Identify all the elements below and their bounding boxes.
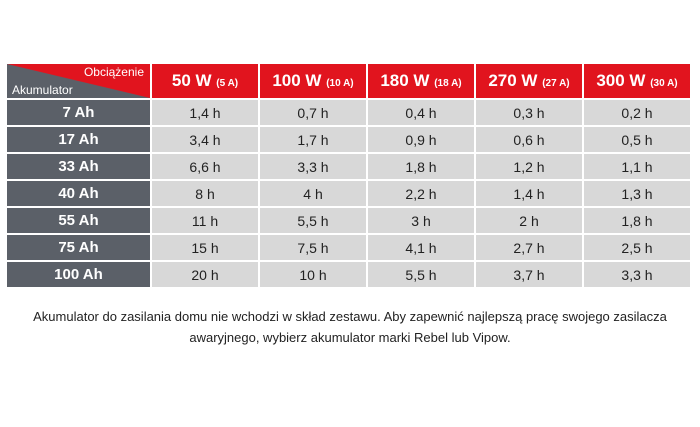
cell: 0,3 h bbox=[474, 98, 584, 127]
row: 75 Ah 15 h 7,5 h 4,1 h 2,7 h 2,5 h bbox=[5, 233, 692, 262]
cell: 1,4 h bbox=[474, 179, 584, 208]
row: 100 Ah 20 h 10 h 5,5 h 3,7 h 3,3 h bbox=[5, 260, 692, 289]
cell: 1,4 h bbox=[150, 98, 260, 127]
row: 17 Ah 3,4 h 1,7 h 0,9 h 0,6 h 0,5 h bbox=[5, 125, 692, 154]
cell: 5,5 h bbox=[258, 206, 368, 235]
row: 7 Ah 1,4 h 0,7 h 0,4 h 0,3 h 0,2 h bbox=[5, 98, 692, 127]
cell: 15 h bbox=[150, 233, 260, 262]
column-current: (30 A) bbox=[650, 78, 678, 89]
column-power: 180 W bbox=[380, 71, 430, 90]
cell: 0,7 h bbox=[258, 98, 368, 127]
column-header: 100 W (10 A) bbox=[258, 62, 368, 100]
cell: 2,7 h bbox=[474, 233, 584, 262]
cell: 20 h bbox=[150, 260, 260, 289]
runtime-table: Obciążenie Akumulator 50 W (5 A) 100 W (1… bbox=[5, 62, 692, 289]
column-current: (5 A) bbox=[216, 78, 239, 89]
cell: 8 h bbox=[150, 179, 260, 208]
cell: 1,3 h bbox=[582, 179, 692, 208]
column-header: 180 W (18 A) bbox=[366, 62, 476, 100]
cell: 3 h bbox=[366, 206, 476, 235]
note-line: Akumulator do zasilania domu nie wchodzi… bbox=[33, 309, 667, 324]
cell: 1,7 h bbox=[258, 125, 368, 154]
column-current: (27 A) bbox=[542, 78, 570, 89]
cell: 1,2 h bbox=[474, 152, 584, 181]
cell: 5,5 h bbox=[366, 260, 476, 289]
corner-top: Obciążenie bbox=[83, 65, 144, 79]
column-current: (18 A) bbox=[434, 78, 462, 89]
cell: 11 h bbox=[150, 206, 260, 235]
cell: 2,5 h bbox=[582, 233, 692, 262]
note: Akumulator do zasilania domu nie wchodzi… bbox=[0, 306, 700, 348]
corner-bottom: Akumulator bbox=[12, 83, 73, 97]
note-line: awaryjnego, wybierz akumulator marki Reb… bbox=[189, 330, 511, 345]
cell: 4,1 h bbox=[366, 233, 476, 262]
cell: 6,6 h bbox=[150, 152, 260, 181]
cell: 3,3 h bbox=[258, 152, 368, 181]
cell: 0,4 h bbox=[366, 98, 476, 127]
row-label: 33 Ah bbox=[5, 152, 152, 181]
cell: 1,8 h bbox=[582, 206, 692, 235]
column-power: 50 W bbox=[171, 71, 212, 90]
row: 33 Ah 6,6 h 3,3 h 1,8 h 1,2 h 1,1 h bbox=[5, 152, 692, 181]
cell: 0,6 h bbox=[474, 125, 584, 154]
row-label: 100 Ah bbox=[5, 260, 152, 289]
table-wrap: Obciążenie Akumulator 50 W (5 A) 100 W (1… bbox=[5, 62, 692, 289]
header-row: Obciążenie Akumulator 50 W (5 A) 100 W (1… bbox=[5, 62, 692, 100]
cell: 3,4 h bbox=[150, 125, 260, 154]
cell: 7,5 h bbox=[258, 233, 368, 262]
column-header: 50 W (5 A) bbox=[150, 62, 260, 100]
cell: 3,3 h bbox=[582, 260, 692, 289]
column-power: 100 W bbox=[272, 71, 322, 90]
cell: 4 h bbox=[258, 179, 368, 208]
row-label: 7 Ah bbox=[5, 98, 152, 127]
row-label: 17 Ah bbox=[5, 125, 152, 154]
cell: 2 h bbox=[474, 206, 584, 235]
row-label: 55 Ah bbox=[5, 206, 152, 235]
column-header: 300 W (30 A) bbox=[582, 62, 692, 100]
column-current: (10 A) bbox=[326, 78, 354, 89]
cell: 2,2 h bbox=[366, 179, 476, 208]
column-power: 270 W bbox=[488, 71, 538, 90]
cell: 1,8 h bbox=[366, 152, 476, 181]
cell: 1,1 h bbox=[582, 152, 692, 181]
cell: 10 h bbox=[258, 260, 368, 289]
cell: 0,9 h bbox=[366, 125, 476, 154]
column-power: 300 W bbox=[596, 71, 646, 90]
cell: 0,2 h bbox=[582, 98, 692, 127]
row-label: 40 Ah bbox=[5, 179, 152, 208]
row-label: 75 Ah bbox=[5, 233, 152, 262]
cell: 0,5 h bbox=[582, 125, 692, 154]
corner-cell: Obciążenie Akumulator bbox=[5, 62, 152, 100]
cell: 3,7 h bbox=[474, 260, 584, 289]
column-header: 270 W (27 A) bbox=[474, 62, 584, 100]
